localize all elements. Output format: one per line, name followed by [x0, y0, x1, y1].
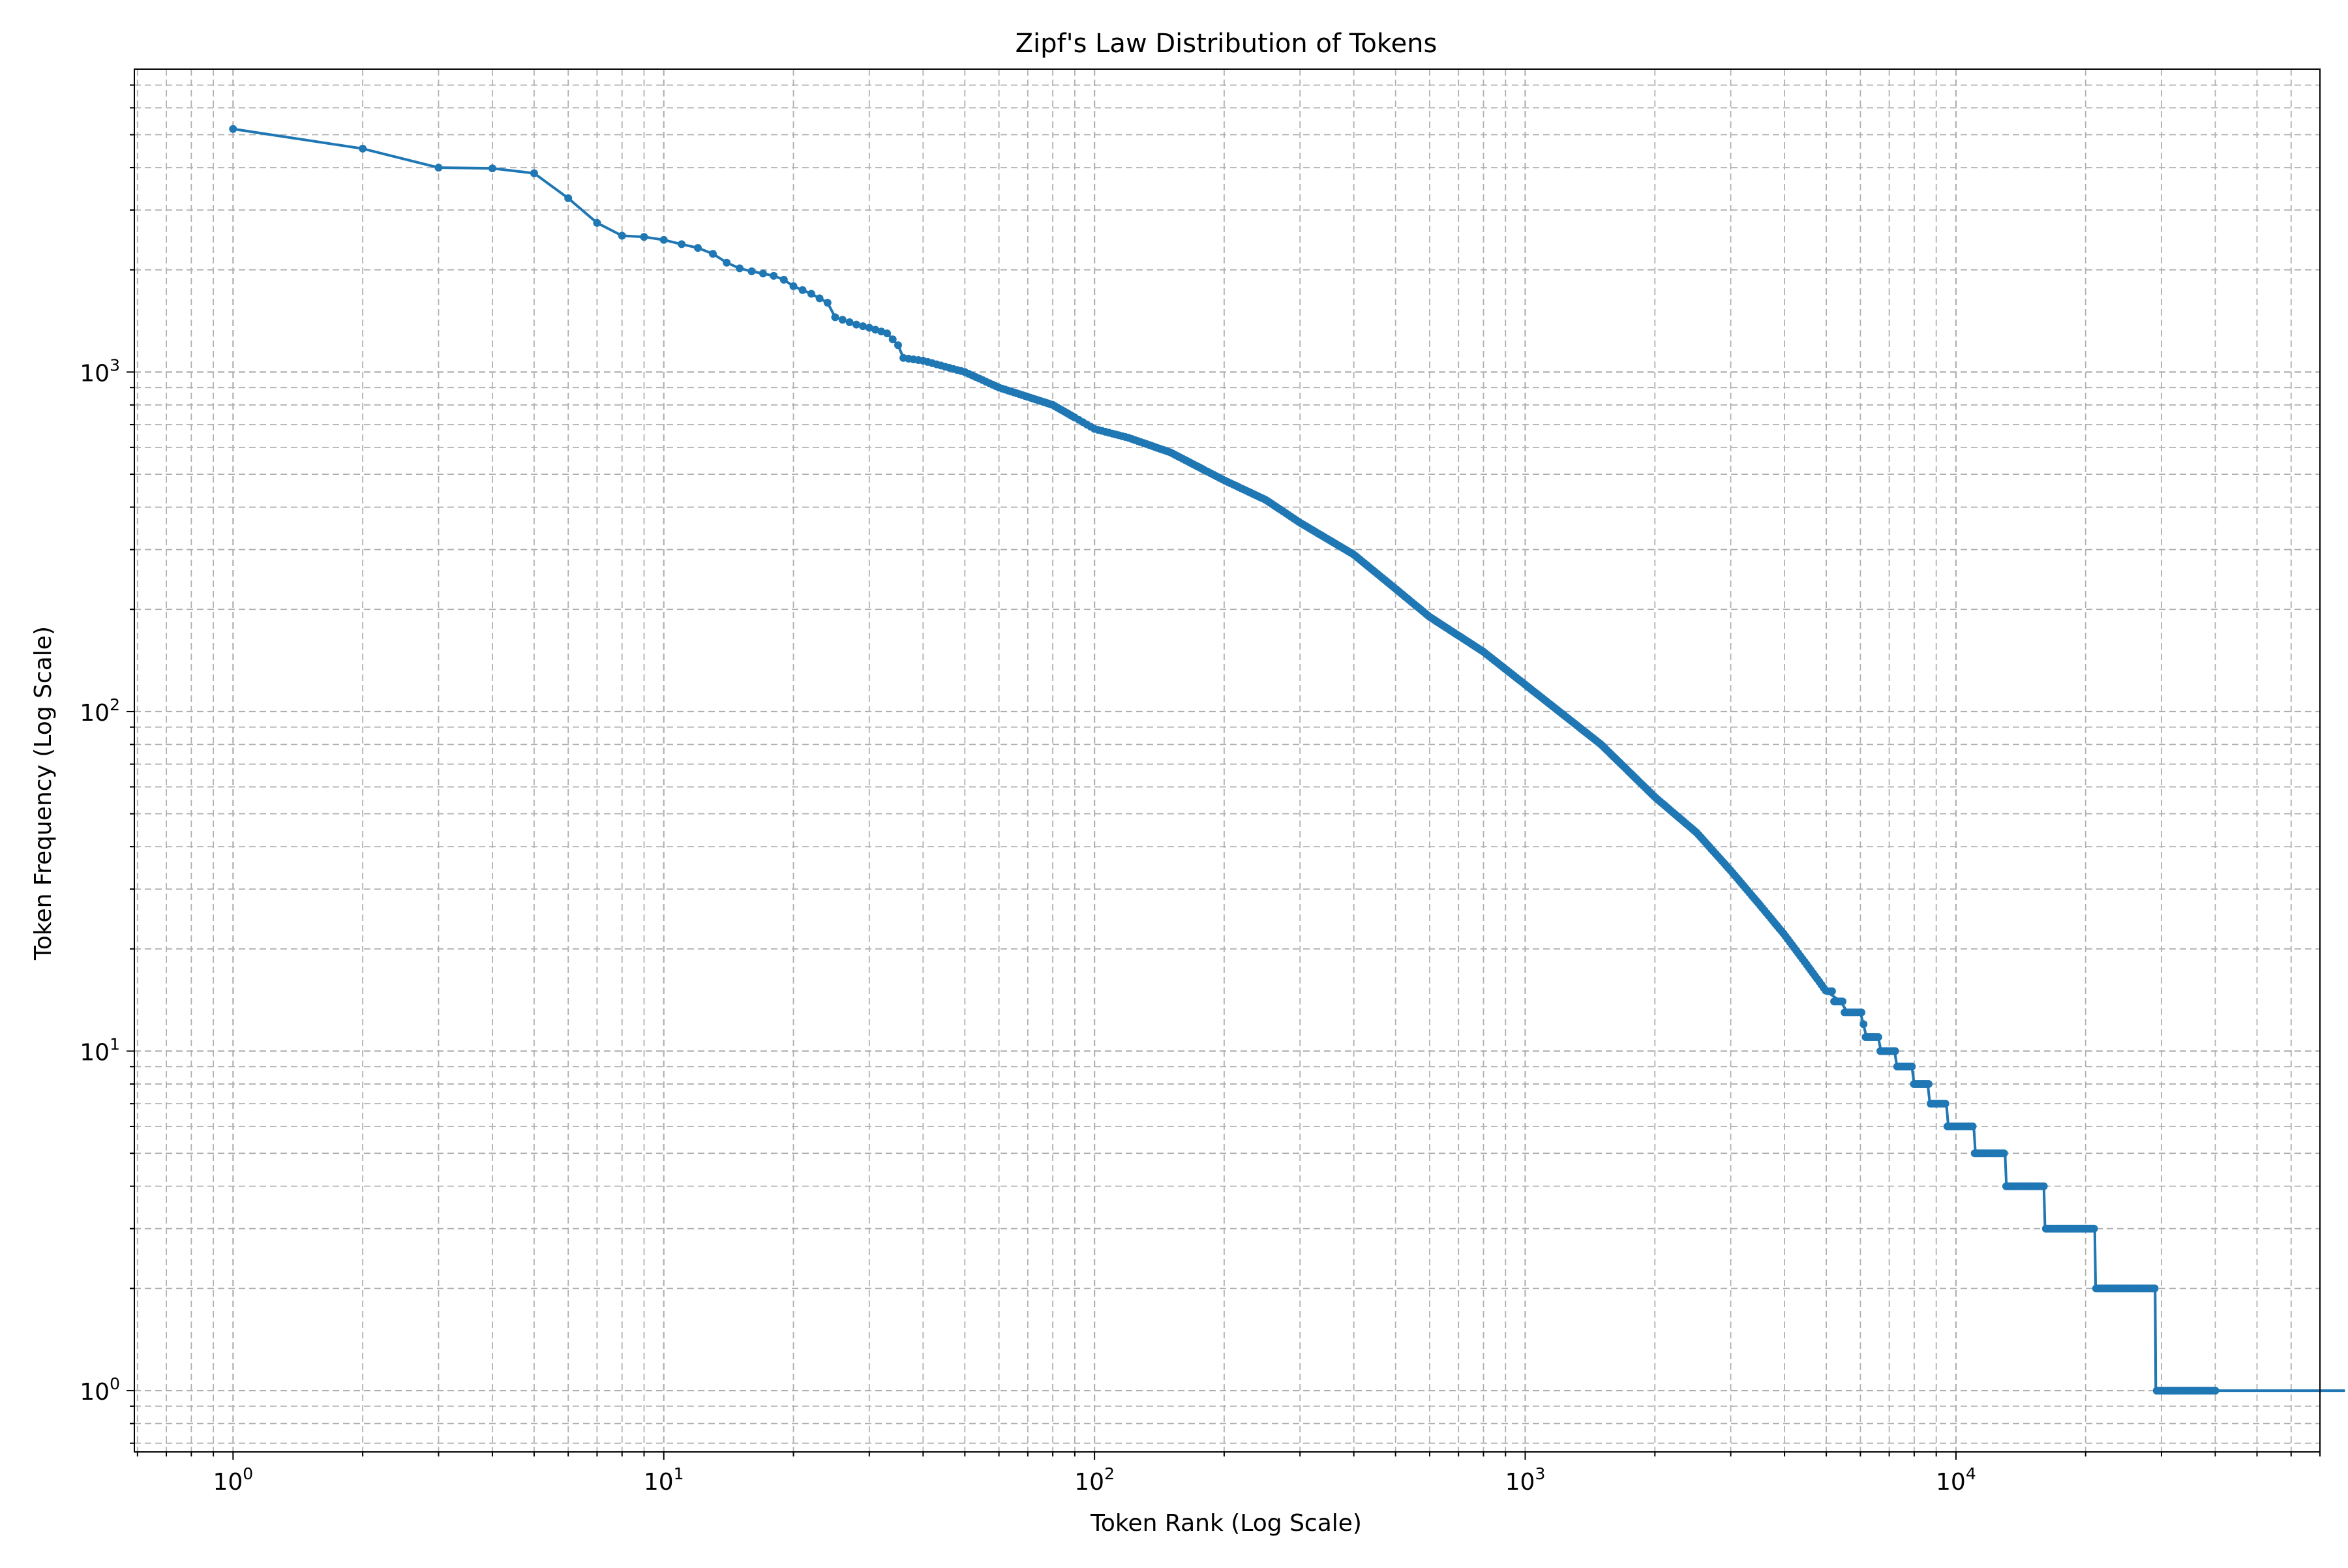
data-point — [694, 244, 702, 252]
y-tick-label: 102 — [80, 695, 120, 727]
data-point — [1968, 1123, 1977, 1130]
x-tick-label: 100 — [213, 1464, 253, 1496]
data-point — [709, 250, 717, 258]
data-point — [678, 240, 686, 249]
data-point — [1941, 1100, 1949, 1108]
data-point — [888, 335, 897, 344]
data-point — [1874, 1033, 1882, 1041]
y-tick-label: 103 — [80, 355, 120, 387]
data-point — [434, 164, 443, 172]
data-point — [883, 329, 892, 338]
axis-ticks: 100 101 102 103 104 100 101 102 103 — [80, 84, 2321, 1496]
data-point — [640, 233, 648, 241]
x-axis-label: Token Rank (Log Scale) — [1090, 1510, 1362, 1537]
data-point — [831, 313, 839, 322]
data-point — [2039, 1182, 2048, 1190]
data-point — [1891, 1047, 1899, 1055]
data-point — [807, 290, 815, 298]
data-point — [838, 316, 847, 324]
data-point — [845, 318, 854, 326]
data-point — [770, 271, 778, 280]
data-point — [618, 232, 626, 240]
data-point — [659, 235, 668, 244]
grid-lines — [134, 69, 2321, 1452]
data-point — [723, 258, 731, 267]
data-point — [894, 341, 902, 350]
y-tick-label: 101 — [80, 1035, 120, 1066]
x-tick-label: 104 — [1936, 1464, 1976, 1496]
data-point — [488, 164, 496, 173]
data-point — [865, 324, 873, 332]
x-tick-label: 102 — [1074, 1464, 1115, 1496]
data-point — [1858, 1008, 1865, 1017]
data-point — [2211, 1387, 2220, 1395]
data-point — [871, 325, 880, 334]
data-point — [593, 219, 601, 227]
data-point — [1828, 987, 1836, 995]
data-point — [2000, 1149, 2008, 1158]
data-point — [2090, 1224, 2098, 1233]
data-point — [747, 267, 756, 275]
data-point — [823, 299, 832, 307]
y-tick-label: 100 — [80, 1374, 120, 1406]
data-point — [789, 282, 798, 290]
data-point — [798, 286, 807, 294]
data-point — [1924, 1080, 1933, 1088]
data-series — [229, 125, 2345, 1395]
y-axis-label: Token Frequency (Log Scale) — [30, 626, 57, 961]
data-point — [359, 144, 367, 153]
chart-title: Zipf's Law Distribution of Tokens — [1016, 29, 1437, 59]
x-tick-label: 101 — [644, 1464, 684, 1496]
data-point — [1859, 1020, 1868, 1029]
x-tick-label: 103 — [1505, 1464, 1546, 1496]
data-point — [736, 264, 744, 273]
data-point — [779, 275, 788, 284]
data-point — [2150, 1284, 2159, 1293]
data-point — [1839, 997, 1846, 1006]
data-point — [229, 125, 237, 133]
plot-frame — [134, 68, 2321, 1453]
data-point — [564, 194, 573, 202]
data-point — [530, 169, 538, 177]
data-point — [1908, 1063, 1916, 1071]
data-point — [852, 320, 860, 329]
data-point — [859, 322, 867, 331]
data-point — [815, 294, 824, 303]
data-point — [759, 269, 767, 278]
